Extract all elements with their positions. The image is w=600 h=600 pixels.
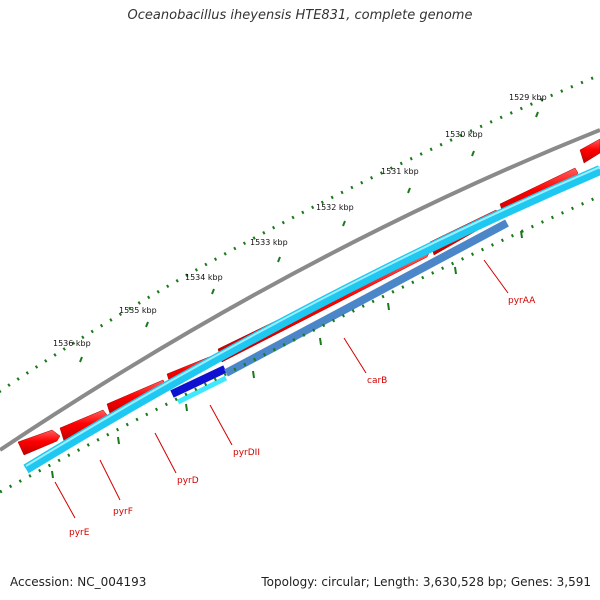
tick-label: 1532 kbp [316, 203, 354, 212]
cds-arrow [17, 429, 61, 456]
cds-arrow [579, 138, 600, 164]
gene-label-pyrf: pyrF [113, 507, 133, 517]
accession-text: Accession: NC_004193 [10, 575, 147, 589]
tick-label: 1530 kbp [445, 130, 483, 139]
tick-label: 1535 kbp [119, 306, 157, 315]
scale-major-ticks [79, 111, 539, 363]
genome-stats-text: Topology: circular; Length: 3,630,528 bp… [261, 575, 591, 589]
gene-track [23, 165, 600, 474]
tick-label: 1534 kbp [185, 273, 223, 282]
map-title: Oceanobacillus iheyensis HTE831, complet… [127, 8, 473, 23]
tick-label: 1531 kbp [381, 167, 419, 176]
gene-carb-block [224, 219, 509, 377]
gene-label-pyre: pyrE [69, 528, 90, 538]
tick-label: 1536 kbp [53, 339, 91, 348]
gene-pyrd-block [176, 375, 228, 405]
outer-scale-ring [0, 73, 600, 394]
gene-leader-lines [54, 259, 509, 519]
gene-label-carb: carB [367, 376, 387, 386]
gene-pyrdii-block [170, 365, 227, 398]
tick-label: 1529 kbp [509, 93, 547, 102]
inner-major-ticks [51, 230, 523, 479]
genome-backbone [0, 128, 600, 452]
gene-label-pyraa: pyrAA [508, 296, 536, 306]
gene-label-pyrdii: pyrDII [233, 448, 260, 458]
tick-label: 1533 kbp [250, 238, 288, 247]
gene-label-pyrd: pyrD [177, 476, 199, 486]
gene-track-highlight [25, 166, 600, 467]
